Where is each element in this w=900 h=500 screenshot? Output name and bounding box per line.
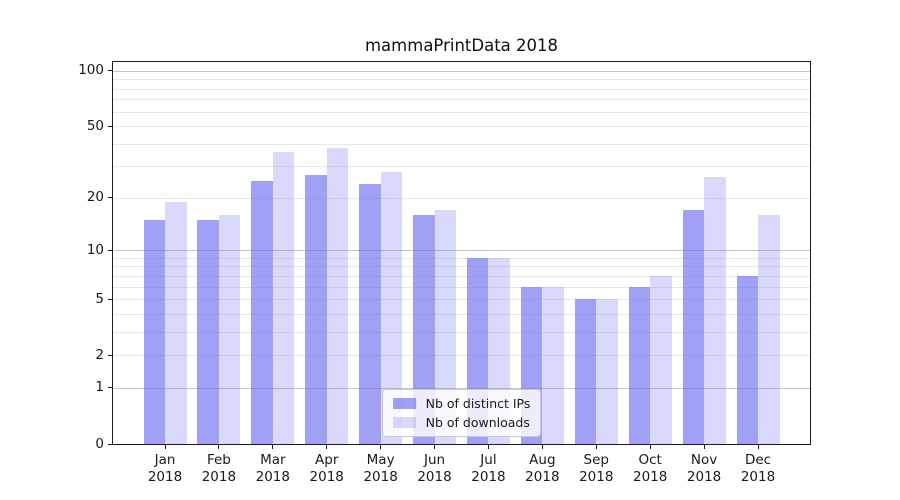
y-tick-label: 1 [95,379,104,396]
x-tick-label: Aug 2018 [525,452,560,485]
y-tick-label: 5 [95,290,104,307]
y-tick-label: 10 [86,241,104,258]
x-tick-mark [595,445,597,449]
gridline-minor [113,126,810,128]
x-tick-mark [541,445,543,449]
bar-downloads [704,177,726,444]
bar-distinct-ips [251,180,273,444]
y-tick-label: 50 [86,117,104,134]
bar-distinct-ips [574,299,597,444]
x-tick-label: Dec 2018 [740,452,776,485]
bar-downloads [272,152,295,444]
gridline-minor [113,331,810,333]
bar-distinct-ips [305,174,327,444]
legend-label-distinct-ips: Nb of distinct IPs [425,396,531,411]
x-tick-label: Nov 2018 [686,452,722,485]
x-tick-mark [326,445,328,449]
x-tick-label: Jul 2018 [471,452,506,485]
y-tick-label: 100 [78,62,104,79]
y-tick-label: 20 [86,189,104,206]
x-tick-mark [434,445,436,449]
gridline-minor [113,79,810,81]
legend-item-downloads: Nb of downloads [392,415,531,430]
gridline-minor [113,166,810,168]
y-tick-mark [108,197,112,199]
x-tick-label: Mar 2018 [255,452,290,485]
bar-downloads [380,171,403,444]
x-tick-label: Jun 2018 [417,452,452,485]
bar-distinct-ips [628,286,651,444]
bar-downloads [434,210,457,444]
y-tick-mark [108,125,112,127]
y-tick-mark [108,70,112,72]
bar-distinct-ips [143,219,165,444]
gridline-minor [113,99,810,101]
x-tick-label: Apr 2018 [309,452,344,485]
bar-downloads [758,214,780,444]
gridline-minor [113,355,810,357]
y-tick-mark [108,387,112,389]
x-tick-mark [218,445,220,449]
gridline-minor [113,299,810,301]
gridline-major [113,250,810,252]
bar-downloads [218,214,241,444]
x-tick-mark [164,445,166,449]
x-tick-mark [757,445,759,449]
y-tick-mark [108,354,112,356]
x-tick-mark [703,445,705,449]
gridline-minor [113,266,810,268]
gridline-minor [113,197,810,199]
gridline-major [113,387,810,389]
gridline-minor [113,111,810,113]
x-tick-mark [649,445,651,449]
y-tick-label: 2 [95,346,104,363]
x-tick-label: May 2018 [363,452,398,485]
gridline-minor [113,286,810,288]
x-tick-label: Feb 2018 [201,452,237,485]
gridline-minor [113,257,810,259]
gridline-minor [113,88,810,90]
bar-downloads [165,201,187,444]
legend-swatch-distinct-ips [392,398,416,409]
bar-distinct-ips [413,214,435,444]
gridline-major [113,70,810,72]
plot-area: Nb of distinct IPs Nb of downloads [112,61,811,445]
x-tick-mark [487,445,489,449]
bar-downloads [650,275,672,444]
chart-title: mammaPrintData 2018 [364,36,559,55]
bar-downloads [542,286,564,444]
bar-downloads [326,147,349,444]
x-tick-mark [272,445,274,449]
gridline-minor [113,275,810,277]
bar-distinct-ips [736,275,758,444]
bar-distinct-ips [682,210,705,444]
bar-distinct-ips [197,219,219,444]
x-tick-label: Oct 2018 [632,452,668,485]
x-tick-label: Sep 2018 [579,452,614,485]
legend-swatch-downloads [392,417,416,428]
y-tick-mark [108,298,112,300]
y-tick-mark [108,249,112,251]
legend: Nb of distinct IPs Nb of downloads [381,389,542,437]
legend-item-distinct-ips: Nb of distinct IPs [392,396,531,411]
y-tick-mark [108,443,112,445]
gridline-minor [113,143,810,145]
bar-distinct-ips [359,183,381,444]
gridline-minor [113,313,810,315]
legend-label-downloads: Nb of downloads [425,415,530,430]
y-tick-label: 0 [95,435,104,452]
x-tick-mark [380,445,382,449]
x-tick-label: Jan 2018 [147,452,183,485]
bar-downloads [596,299,618,444]
